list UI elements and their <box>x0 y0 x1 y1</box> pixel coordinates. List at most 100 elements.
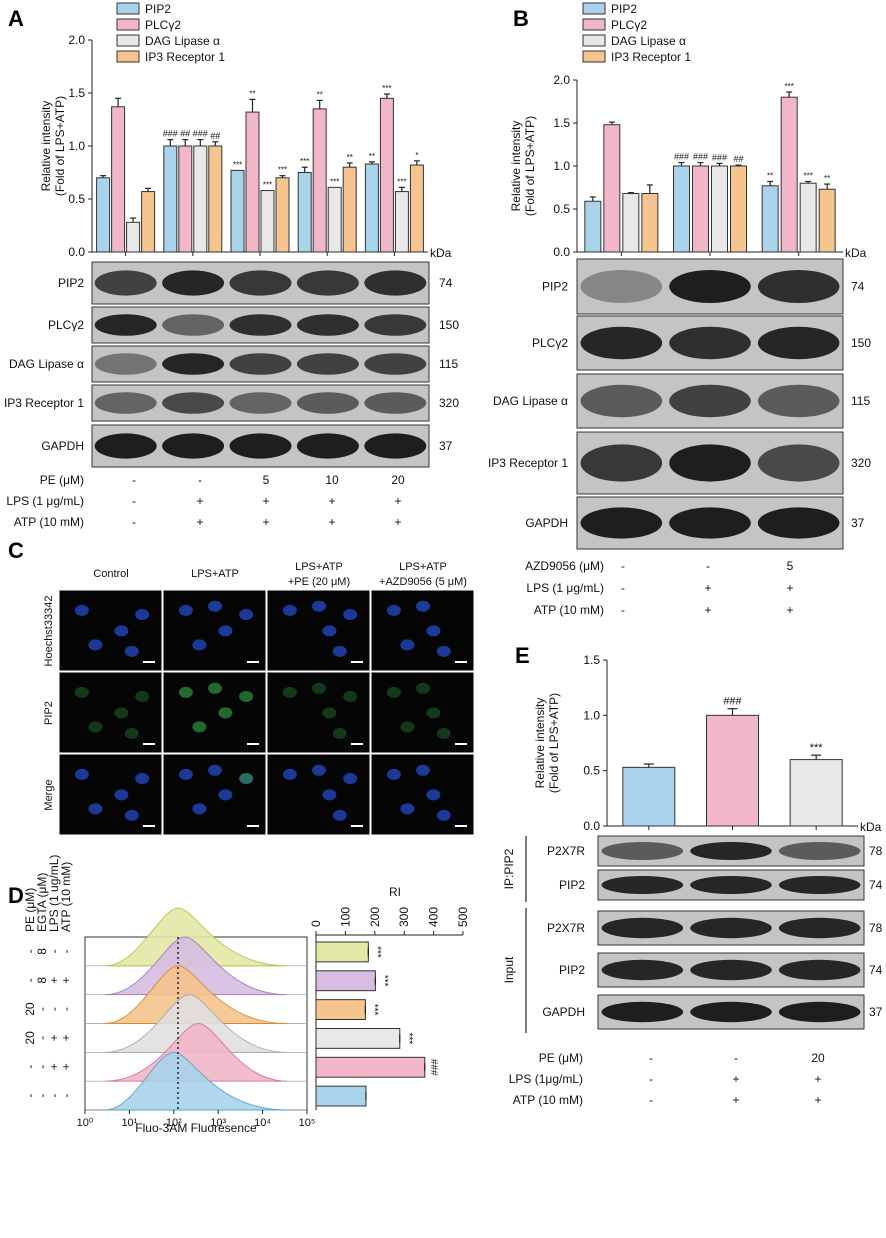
cell-nucleus <box>114 625 129 637</box>
cell-nucleus <box>192 639 207 651</box>
protein-band <box>669 326 751 360</box>
blot-kda: 320 <box>851 456 871 470</box>
x-tick-label: 10⁵ <box>299 1117 316 1129</box>
kda-header: kDa <box>430 246 452 260</box>
micrograph-tile <box>58 671 163 754</box>
protein-band <box>364 392 427 414</box>
column-label: LPS+ATP <box>295 561 343 573</box>
protein-band <box>601 917 684 939</box>
cell-nucleus <box>218 707 233 719</box>
protein-band <box>778 842 861 860</box>
panel-label-a: A <box>8 6 24 31</box>
protein-band <box>601 876 684 894</box>
protein-band <box>601 959 684 981</box>
cell-nucleus <box>135 773 150 784</box>
bar <box>622 193 640 253</box>
significance-mark: *** <box>403 1033 414 1045</box>
cell-nucleus <box>192 803 207 815</box>
significance-mark: *** <box>330 177 339 186</box>
cell-nucleus <box>312 600 326 612</box>
protein-band <box>229 353 292 375</box>
cell-nucleus <box>239 773 254 784</box>
cell-nucleus <box>332 809 347 821</box>
condition-value: - <box>59 1094 73 1098</box>
bar <box>584 200 602 253</box>
legend: PIP2 PLCγ2 DAG Lipase α IP3 Receptor 1 <box>582 2 691 64</box>
blot-kda: 74 <box>851 280 865 294</box>
bar <box>780 96 798 253</box>
condition-value: - <box>132 515 136 529</box>
blot-label: P2X7R <box>547 921 585 935</box>
significance-mark: ** <box>317 90 323 99</box>
condition-value: + <box>47 977 61 984</box>
row-header: LPS (1 ug/mL) <box>47 855 61 932</box>
cell-nucleus <box>114 707 129 719</box>
significance-mark: ** <box>767 171 773 180</box>
y-tick-label: 1.0 <box>68 139 85 153</box>
condition-value: + <box>814 1093 821 1107</box>
condition-value: - <box>35 1094 49 1098</box>
row-label: Merge <box>43 779 55 810</box>
blot-1 <box>576 315 844 371</box>
blot-label: PLCγ2 <box>532 336 568 350</box>
significance-mark: ### <box>674 152 689 162</box>
bar <box>342 166 357 253</box>
cell-nucleus <box>416 600 430 612</box>
condition-value: - <box>35 1007 49 1011</box>
bar <box>622 766 676 827</box>
condition-value: - <box>59 1007 73 1011</box>
significance-mark: *** <box>784 82 793 91</box>
blot-4 <box>91 424 430 468</box>
protein-band <box>229 392 292 414</box>
blot-2 <box>576 373 844 429</box>
condition-value: + <box>394 494 401 508</box>
histogram-curve <box>104 1022 288 1082</box>
condition-value: + <box>59 977 73 984</box>
significance-mark: *** <box>378 975 389 987</box>
row-header: EGTA (μM) <box>35 873 49 932</box>
cell-nucleus <box>218 789 233 801</box>
condition-value: + <box>814 1072 821 1086</box>
significance-mark: ** <box>824 174 830 183</box>
blot-label: IP3 Receptor 1 <box>488 456 568 470</box>
condition-value: - <box>23 1065 37 1069</box>
protein-band <box>229 314 292 336</box>
condition-value: + <box>704 581 711 595</box>
bar <box>799 182 817 253</box>
y-tick-label: 2.0 <box>68 33 85 47</box>
y-axis-label-unit: (Fold of LPS+ATP) <box>523 116 537 216</box>
legend-swatch <box>582 34 606 47</box>
legend-swatch <box>582 18 606 31</box>
condition-value: + <box>59 1063 73 1070</box>
protein-band <box>94 353 157 375</box>
condition-label: LPS (1 μg/mL) <box>6 494 84 508</box>
bar <box>315 1085 367 1107</box>
condition-value: - <box>198 473 202 487</box>
x-tick-label: 10⁴ <box>254 1117 271 1129</box>
bar <box>312 108 327 253</box>
blot-label: P2X7R <box>547 844 585 858</box>
legend-swatch <box>116 34 140 47</box>
bar <box>711 165 728 253</box>
condition-label: LPS (1 μg/mL) <box>526 581 604 595</box>
condition-value: + <box>328 494 335 508</box>
column-label-line2: +PE (20 μM) <box>288 576 350 588</box>
protein-band <box>757 384 840 418</box>
condition-value: 5 <box>263 473 270 487</box>
cell-nucleus <box>218 625 233 637</box>
protein-band <box>690 917 772 939</box>
condition-value: 8 <box>35 977 49 984</box>
bar <box>126 221 141 253</box>
y-tick-label: 2.0 <box>553 73 570 87</box>
cell-nucleus <box>192 721 207 733</box>
condition-value: 10 <box>325 473 339 487</box>
bar <box>364 163 379 253</box>
bar <box>141 191 156 253</box>
protein-band <box>94 270 157 296</box>
condition-value: + <box>394 515 401 529</box>
condition-value: + <box>47 1063 61 1070</box>
legend-label: PLCγ2 <box>611 18 647 32</box>
y-axis-label-unit: (Fold of LPS+ATP) <box>547 693 561 793</box>
row-label: Hoechst33342 <box>43 596 55 667</box>
